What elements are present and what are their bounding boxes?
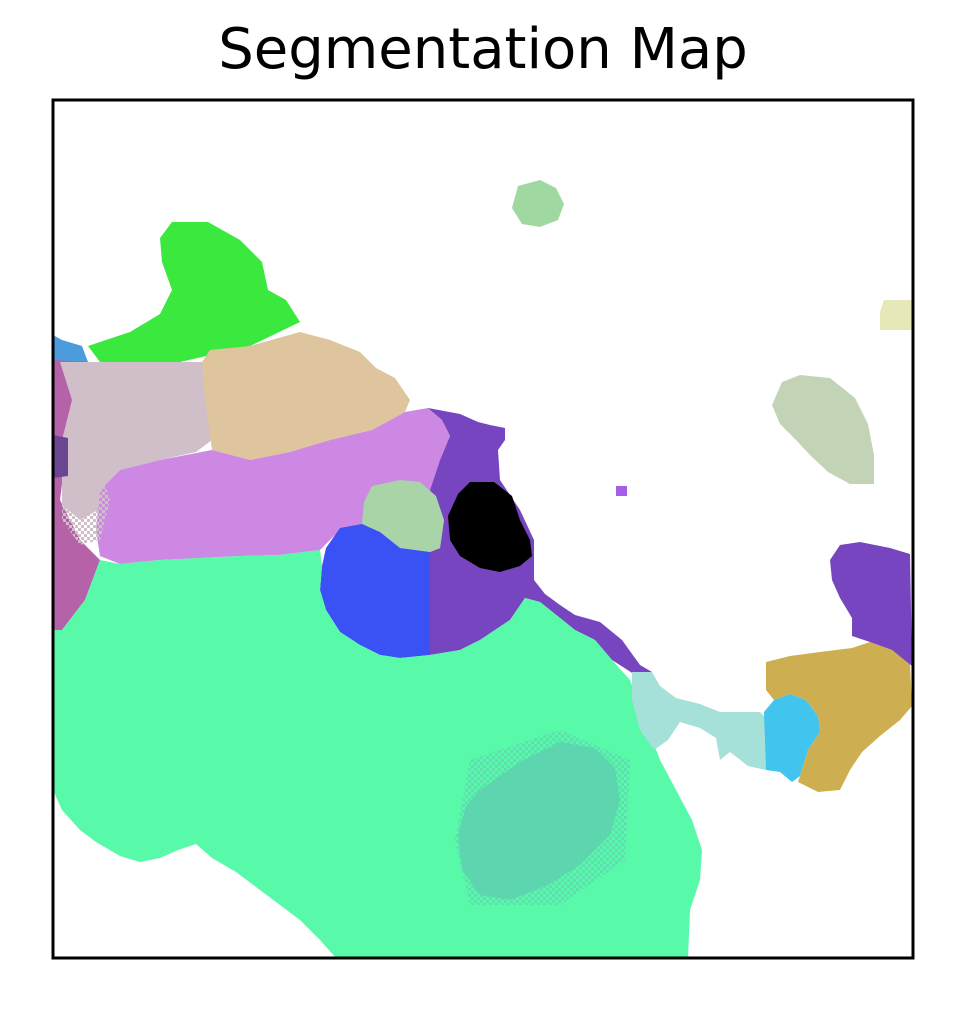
segment-purple-dot [616, 486, 627, 496]
segment-black [448, 482, 532, 572]
segment-pale-cyan [632, 672, 768, 770]
axes-frame [51, 98, 915, 960]
segment-bright-green [88, 222, 300, 362]
segment-sage-right [772, 375, 874, 484]
segment-pale-yellow [880, 300, 912, 330]
segment-purple-right [830, 542, 912, 666]
segment-sky-blue [764, 694, 820, 782]
segment-gold [766, 642, 912, 792]
segment-purple-center [428, 408, 652, 678]
segment-boundary-speckle [62, 470, 110, 545]
segment-tan [202, 332, 410, 460]
chart-title: Segmentation Map [218, 17, 748, 82]
segment-teal-speckle [455, 730, 630, 905]
segment-blue [320, 524, 430, 658]
segment-regions [53, 180, 912, 958]
segment-blue-left-small [53, 335, 88, 362]
segment-pale-green-top [512, 180, 564, 227]
segment-dark-purple-left-small [53, 435, 68, 478]
segment-magenta-left [53, 360, 100, 630]
